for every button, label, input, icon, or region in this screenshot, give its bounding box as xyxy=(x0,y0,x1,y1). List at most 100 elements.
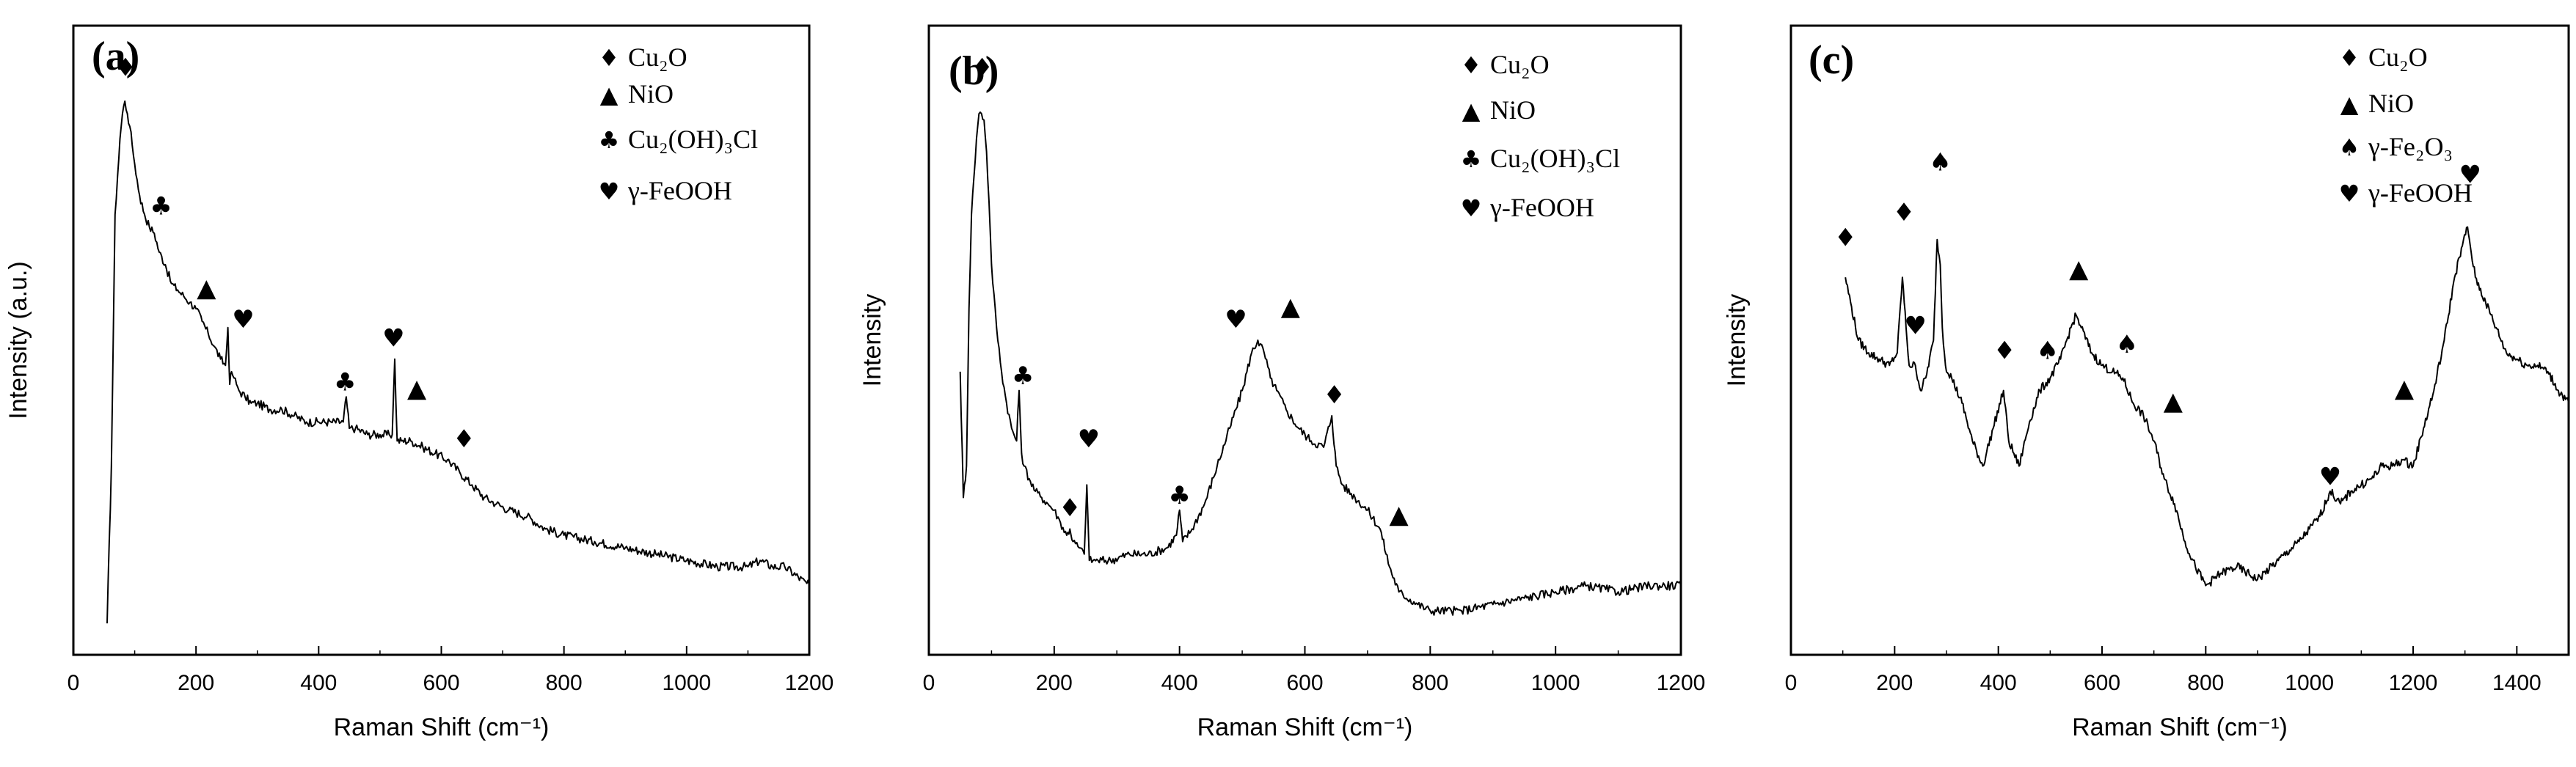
x-tick-label: 200 xyxy=(1036,671,1073,695)
legend-item-nio-a: ▲ NiO xyxy=(600,79,674,109)
legend-item-feooh-c: ♥ γ-FeOOH xyxy=(2339,178,2473,208)
triangle-icon: ▲ xyxy=(2340,90,2359,118)
heart-icon: ♥ xyxy=(1461,194,1482,222)
legend-label-cu2ohcl-b: Cu₂(OH)₃Cl xyxy=(1490,144,1620,173)
x-tick-label: 800 xyxy=(546,671,583,695)
heart-icon: ♥ xyxy=(599,177,620,205)
legend-label-nio-b: NiO xyxy=(1490,95,1536,125)
legend-item-cu2ohcl-a: ♣ Cu₂(OH)₃Cl xyxy=(599,125,758,154)
x-tick-label: 400 xyxy=(1980,671,2017,695)
panel-a: (a) Raman Shift (cm⁻¹) Intensity (a.u.) … xyxy=(4,24,834,741)
legend-label-fe2o3-c: γ-Fe₂O₃ xyxy=(2368,132,2453,161)
x-tick-label: 1200 xyxy=(2389,671,2438,695)
spectrum-line xyxy=(106,100,810,624)
club-icon: ♣ xyxy=(599,126,620,154)
heart-icon: ♥ xyxy=(2339,180,2360,208)
panel-label-a: (a) xyxy=(92,34,139,79)
heart-marker: ♥ xyxy=(1225,305,1247,334)
legend-label-feooh-b: γ-FeOOH xyxy=(1489,193,1594,222)
series-a xyxy=(106,100,810,624)
legend-item-cu2o-b: ♦ Cu₂O xyxy=(1461,50,1550,79)
x-tick-label: 1200 xyxy=(1657,671,1706,695)
triangle-marker: ▲ xyxy=(2164,386,2183,416)
x-tick-label: 400 xyxy=(300,671,337,695)
legend-label-cu2o-c: Cu₂O xyxy=(2368,43,2428,72)
diamond-marker: ♦ xyxy=(1893,198,1915,227)
x-tick-label: 0 xyxy=(923,671,935,695)
triangle-icon: ▲ xyxy=(1462,97,1481,125)
x-tick-label: 800 xyxy=(1412,671,1448,695)
legend-item-fe2o3-c: ♠ γ-Fe₂O₃ xyxy=(2339,132,2453,161)
legend-item-nio-b: ▲ NiO xyxy=(1462,95,1536,125)
diamond-marker: ♦ xyxy=(971,54,993,83)
club-marker: ♣ xyxy=(1168,481,1190,510)
club-marker: ♣ xyxy=(1012,362,1034,391)
diamond-icon: ♦ xyxy=(2339,44,2360,72)
legend-label-nio-a: NiO xyxy=(628,79,674,109)
x-tick-label: 1000 xyxy=(662,671,711,695)
x-axis-ticks-a: 0 200 400 600 800 1000 1200 xyxy=(67,646,834,695)
legend-label-feooh-a: γ-FeOOH xyxy=(627,176,732,205)
legend-b: ♦ Cu₂O ▲ NiO ♣ Cu₂(OH)₃Cl ♥ γ-FeOOH xyxy=(1461,50,1620,222)
diamond-marker: ♦ xyxy=(1059,493,1081,523)
legend-c: ♦ Cu₂O ▲ NiO ♠ γ-Fe₂O₃ ♥ γ-FeOOH xyxy=(2339,43,2473,208)
peak-markers-a: ♦♣▲♥♣♥▲♦ xyxy=(114,54,475,454)
y-axis-label-c: Intensity xyxy=(1723,294,1751,387)
x-axis-label-c: Raman Shift (cm⁻¹) xyxy=(2072,713,2288,741)
y-axis-label-a: Intensity (a.u.) xyxy=(4,261,32,419)
x-tick-label: 1400 xyxy=(2492,671,2542,695)
club-marker: ♣ xyxy=(334,368,356,397)
legend-label-cu2ohcl-a: Cu₂(OH)₃Cl xyxy=(628,125,758,154)
legend-item-cu2o-c: ♦ Cu₂O xyxy=(2339,43,2428,72)
diamond-icon: ♦ xyxy=(599,44,620,72)
triangle-marker: ▲ xyxy=(2395,374,2415,403)
triangle-marker: ▲ xyxy=(197,274,216,303)
series-c xyxy=(1845,226,2569,587)
x-tick-label: 0 xyxy=(1785,671,1798,695)
heart-marker: ♥ xyxy=(2459,161,2481,190)
diamond-marker: ♦ xyxy=(1834,223,1856,252)
x-tick-label: 600 xyxy=(423,671,459,695)
plot-frame-c xyxy=(1789,24,2570,656)
x-tick-label: 1000 xyxy=(1531,671,1580,695)
triangle-marker: ▲ xyxy=(1281,293,1301,322)
triangle-marker: ▲ xyxy=(1390,500,1409,529)
spectrum-line xyxy=(959,111,1682,616)
x-tick-label: 1000 xyxy=(2285,671,2334,695)
club-marker: ♣ xyxy=(150,191,172,221)
x-tick-label: 200 xyxy=(1876,671,1913,695)
y-axis-label-b: Intensity xyxy=(858,294,886,387)
diamond-marker: ♦ xyxy=(114,54,136,83)
x-tick-label: 0 xyxy=(67,671,80,695)
heart-marker: ♥ xyxy=(1904,311,1926,340)
spade-icon: ♠ xyxy=(2339,133,2360,161)
heart-marker: ♥ xyxy=(2319,462,2341,491)
spade-marker: ♠ xyxy=(2116,330,2138,359)
x-axis-ticks-b: 0 200 400 600 800 1000 1200 xyxy=(923,646,1706,695)
x-tick-label: 600 xyxy=(2084,671,2120,695)
legend-item-cu2o-a: ♦ Cu₂O xyxy=(599,43,687,72)
heart-marker: ♥ xyxy=(232,305,254,334)
series-b xyxy=(959,111,1682,616)
x-axis-label-b: Raman Shift (cm⁻¹) xyxy=(1197,713,1413,741)
legend-label-cu2o-a: Cu₂O xyxy=(628,43,687,72)
legend-item-feooh-b: ♥ γ-FeOOH xyxy=(1461,193,1594,222)
legend-item-cu2ohcl-b: ♣ Cu₂(OH)₃Cl xyxy=(1461,144,1620,173)
x-tick-label: 800 xyxy=(2187,671,2224,695)
club-icon: ♣ xyxy=(1461,145,1482,173)
diamond-marker: ♦ xyxy=(1323,381,1345,410)
panel-label-c: (c) xyxy=(1809,37,1854,83)
legend-label-feooh-c: γ-FeOOH xyxy=(2368,178,2473,208)
triangle-marker: ▲ xyxy=(2069,254,2089,284)
legend-label-cu2o-b: Cu₂O xyxy=(1490,50,1550,79)
spade-marker: ♠ xyxy=(1929,147,1951,177)
legend-label-nio-c: NiO xyxy=(2368,89,2414,118)
spectrum-line xyxy=(1845,226,2569,587)
x-tick-label: 600 xyxy=(1286,671,1323,695)
triangle-icon: ▲ xyxy=(600,81,619,109)
x-tick-label: 1200 xyxy=(785,671,834,695)
triangle-marker: ▲ xyxy=(407,374,427,403)
legend-a: ♦ Cu₂O ▲ NiO ♣ Cu₂(OH)₃Cl ♥ γ-FeOOH xyxy=(599,43,758,205)
